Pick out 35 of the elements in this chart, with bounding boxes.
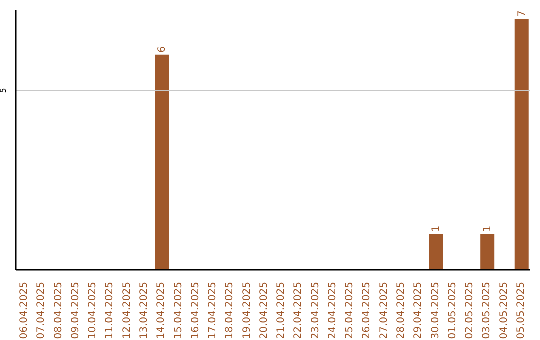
x-tick-label: 29.04.2025 (413, 282, 424, 340)
x-tick-label: 24.04.2025 (327, 282, 338, 340)
x-tick-label: 21.04.2025 (276, 282, 288, 340)
x-tick-label: 09.04.2025 (70, 282, 82, 340)
x-tick-label: 12.04.2025 (122, 282, 133, 340)
x-tick-label: 02.05.2025 (464, 282, 476, 340)
x-tick-label: 06.04.2025 (19, 282, 30, 340)
x-tick-label: 08.04.2025 (53, 282, 64, 340)
y-tick-label: 5 (0, 88, 8, 94)
data-label: 1 (431, 226, 442, 232)
x-tick-label: 05.05.2025 (516, 282, 527, 340)
x-tick-label: 28.04.2025 (396, 282, 407, 340)
x-tick-label: 11.04.2025 (104, 282, 116, 340)
data-label: 1 (482, 226, 494, 232)
x-tick-label: 19.04.2025 (242, 282, 253, 340)
x-tick-label: 22.04.2025 (293, 282, 304, 340)
x-tick-label: 13.04.2025 (139, 282, 150, 340)
x-tick-label: 25.04.2025 (344, 282, 356, 340)
data-label: 6 (157, 46, 168, 53)
x-tick-label: 15.04.2025 (173, 282, 184, 340)
x-tick-label: 30.04.2025 (430, 282, 442, 340)
x-tick-label: 16.04.2025 (190, 282, 202, 340)
x-tick-label: 04.05.2025 (498, 282, 510, 340)
x-tick-label: 14.04.2025 (156, 282, 168, 340)
x-tick-label: 10.04.2025 (88, 282, 99, 340)
x-tick-label: 20.04.2025 (258, 282, 270, 340)
x-tick-label: 26.04.2025 (362, 282, 373, 340)
x-tick-label: 07.04.2025 (36, 282, 48, 340)
x-tick-label: 17.04.2025 (208, 282, 219, 340)
x-tick-label: 01.05.2025 (447, 282, 458, 340)
data-label: 7 (516, 10, 528, 17)
x-tick-label: 23.04.2025 (310, 282, 322, 340)
x-tick-label: 03.05.2025 (482, 282, 493, 340)
x-tick-label: 27.04.2025 (378, 282, 390, 340)
x-tick-label: 18.04.2025 (224, 282, 236, 340)
